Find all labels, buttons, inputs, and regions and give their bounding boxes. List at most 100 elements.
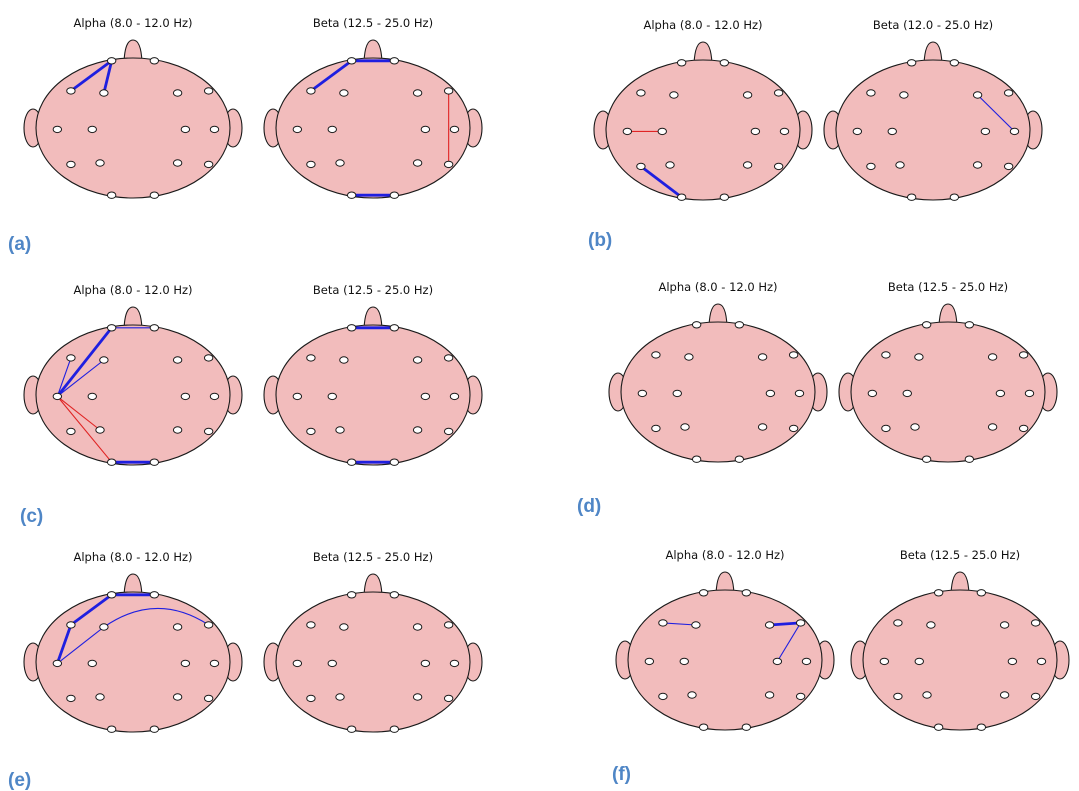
electrode-O2 bbox=[389, 191, 400, 199]
electrode-P4 bbox=[999, 691, 1010, 699]
electrode-T3 bbox=[852, 127, 863, 136]
panel-label: (a) bbox=[8, 234, 31, 255]
electrode-F4 bbox=[412, 356, 423, 364]
electrode-T5 bbox=[881, 424, 891, 433]
electrode-T6 bbox=[443, 694, 454, 703]
electrode-Fp2 bbox=[389, 57, 400, 65]
electrode-C4 bbox=[995, 389, 1006, 398]
electrode-F3 bbox=[99, 356, 109, 364]
electrode-F7 bbox=[306, 87, 316, 95]
electrode-P3 bbox=[910, 423, 920, 431]
band-title: Alpha (8.0 - 12.0 Hz) bbox=[73, 550, 192, 564]
head-map-alpha: Alpha (8.0 - 12.0 Hz) bbox=[608, 280, 828, 463]
electrode-O1 bbox=[346, 725, 357, 733]
band-title: Alpha (8.0 - 12.0 Hz) bbox=[658, 280, 777, 294]
electrode-C3 bbox=[672, 389, 682, 398]
electrode-O2 bbox=[964, 455, 975, 463]
electrode-Fp1 bbox=[106, 324, 117, 332]
scalp-outline bbox=[850, 321, 1046, 463]
electrode-O2 bbox=[976, 723, 987, 731]
link-T3-F7 bbox=[56, 357, 72, 397]
electrode-C3 bbox=[327, 659, 337, 668]
link-F3-F8 bbox=[103, 607, 209, 628]
electrode-F8 bbox=[443, 87, 454, 95]
link-T3-O1 bbox=[56, 396, 113, 463]
electrode-P3 bbox=[895, 161, 905, 169]
band-title: Beta (12.5 - 25.0 Hz) bbox=[900, 548, 1020, 562]
electrode-C3 bbox=[87, 392, 97, 401]
electrode-F8 bbox=[443, 621, 454, 629]
electrode-T4 bbox=[449, 659, 460, 668]
electrode-F3 bbox=[99, 89, 109, 97]
band-title: Alpha (8.0 - 12.0 Hz) bbox=[73, 16, 192, 30]
link-F8-C4 bbox=[776, 622, 802, 662]
nose-shape bbox=[950, 571, 970, 595]
electrode-F3 bbox=[339, 623, 349, 631]
electrode-C4 bbox=[980, 127, 991, 136]
electrode-T3 bbox=[637, 389, 648, 398]
electrode-P3 bbox=[665, 161, 675, 169]
electrode-C4 bbox=[180, 392, 191, 401]
electrode-T6 bbox=[795, 692, 806, 701]
nose-shape bbox=[693, 41, 713, 65]
nose-shape bbox=[923, 41, 943, 65]
electrode-F8 bbox=[203, 621, 214, 629]
electrode-Fp2 bbox=[964, 321, 975, 329]
electrode-T3 bbox=[622, 127, 633, 136]
electrode-T3 bbox=[52, 659, 63, 668]
scalp-outline bbox=[275, 57, 471, 199]
electrode-Fp1 bbox=[691, 321, 702, 329]
electrode-O1 bbox=[691, 455, 702, 463]
scalp-outline bbox=[35, 57, 231, 199]
electrode-O1 bbox=[346, 191, 357, 199]
electrode-F4 bbox=[742, 91, 753, 99]
electrode-T5 bbox=[66, 694, 76, 703]
electrode-O2 bbox=[149, 191, 160, 199]
electrode-F3 bbox=[669, 91, 679, 99]
electrode-O2 bbox=[389, 458, 400, 466]
electrode-C4 bbox=[180, 125, 191, 134]
link-F7-F3 bbox=[662, 622, 696, 626]
electrode-Fp1 bbox=[921, 321, 932, 329]
electrode-T5 bbox=[636, 162, 646, 171]
electrode-P4 bbox=[412, 159, 423, 167]
electrode-T5 bbox=[651, 424, 661, 433]
panel-label: (c) bbox=[20, 506, 43, 527]
electrode-O2 bbox=[149, 458, 160, 466]
electrode-O1 bbox=[906, 193, 917, 201]
electrode-P4 bbox=[412, 693, 423, 701]
electrode-F4 bbox=[987, 353, 998, 361]
electrode-O2 bbox=[734, 455, 745, 463]
electrode-P4 bbox=[172, 159, 183, 167]
electrode-Fp2 bbox=[149, 324, 160, 332]
electrode-F7 bbox=[651, 351, 661, 359]
electrode-Fp1 bbox=[906, 59, 917, 67]
electrode-P4 bbox=[987, 423, 998, 431]
electrode-F3 bbox=[914, 353, 924, 361]
electrode-Fp2 bbox=[976, 589, 987, 597]
electrode-O1 bbox=[106, 191, 117, 199]
scalp-outline bbox=[275, 324, 471, 466]
electrode-T4 bbox=[794, 389, 805, 398]
electrode-T4 bbox=[801, 657, 812, 666]
nose-shape bbox=[715, 571, 735, 595]
link-T3-P3 bbox=[56, 395, 101, 431]
panel-label: (e) bbox=[8, 770, 31, 791]
head-map-beta: Beta (12.5 - 25.0 Hz) bbox=[850, 548, 1070, 731]
electrode-T4 bbox=[449, 392, 460, 401]
electrode-F7 bbox=[881, 351, 891, 359]
electrode-P3 bbox=[687, 691, 697, 699]
electrode-F7 bbox=[866, 89, 876, 97]
nose-shape bbox=[363, 306, 383, 330]
electrode-P4 bbox=[764, 691, 775, 699]
scalp-outline bbox=[605, 59, 801, 201]
panel-label: (b) bbox=[588, 230, 612, 251]
electrode-T4 bbox=[209, 125, 220, 134]
scalp-outline bbox=[620, 321, 816, 463]
electrode-C4 bbox=[772, 657, 783, 666]
nose-shape bbox=[123, 573, 143, 597]
electrode-C4 bbox=[750, 127, 761, 136]
electrode-T6 bbox=[443, 160, 454, 169]
electrode-O1 bbox=[698, 723, 709, 731]
electrode-T5 bbox=[66, 160, 76, 169]
